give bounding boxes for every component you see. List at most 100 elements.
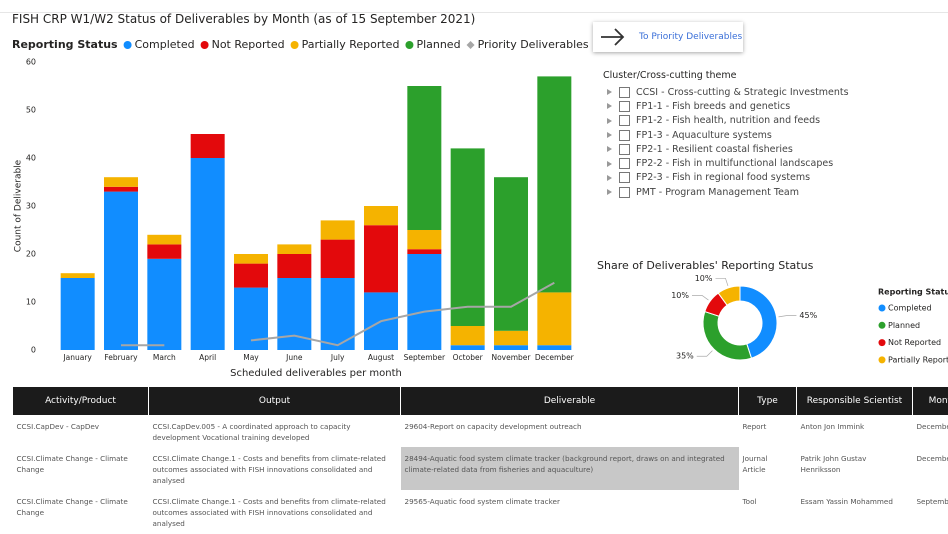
checkbox [619, 158, 630, 170]
expand-arrow [607, 146, 612, 153]
bar-segment [537, 345, 572, 350]
leader-line [778, 315, 797, 318]
bar-segment [450, 345, 485, 350]
checkbox [619, 100, 630, 112]
bar-segment [494, 177, 528, 331]
bar-segment [450, 148, 485, 326]
x-tick-label: May [243, 353, 259, 362]
bar-segment [147, 234, 182, 245]
legend-marker [466, 41, 475, 49]
table-cell: December [916, 422, 948, 431]
legend-label: Completed [888, 304, 932, 313]
bar-segment [320, 220, 355, 240]
expand-arrow [607, 103, 612, 110]
page-title: FISH CRP W1/W2 Status of Deliverables by… [12, 12, 476, 26]
column-header: Deliverable [400, 387, 739, 415]
legend-label: Planned [416, 38, 460, 51]
slicer-item[interactable]: FP2-2 - Fish in multifunctional landscap… [603, 156, 849, 170]
slicer-label: FP2-1 - Resilient coastal fisheries [636, 143, 793, 155]
slicer-label: FP2-3 - Fish in regional food systems [636, 172, 811, 184]
bar-segment [364, 206, 398, 226]
checkbox [619, 186, 630, 198]
legend-marker [405, 41, 414, 49]
legend-label: Not Reported [888, 338, 941, 347]
y-tick-label: 40 [26, 154, 36, 163]
slicer-item[interactable]: CCSI - Cross-cutting & Strategic Investm… [603, 85, 849, 99]
checkbox [619, 86, 630, 98]
x-tick-label: December [535, 353, 575, 362]
x-tick-label: October [453, 353, 484, 362]
table-cell: CCSI.Climate Change.1 - Costs and benefi… [152, 454, 386, 485]
data-label: 35% [676, 352, 694, 361]
table-cell: CCSI.CapDev - CapDev [16, 422, 100, 431]
bar-segment [364, 225, 398, 293]
slicer-label: FP1-3 - Aquaculture systems [636, 129, 772, 141]
bar-segment [60, 278, 95, 350]
slicer-item[interactable]: FP1-3 - Aquaculture systems [603, 128, 849, 142]
nav-button[interactable]: To Priority Deliverables [593, 22, 743, 52]
slicer-item[interactable]: FP2-1 - Resilient coastal fisheries [603, 142, 849, 156]
column-header: Type [738, 387, 797, 415]
arrow-icon [601, 28, 625, 46]
bar-segment [277, 244, 312, 254]
y-axis-title: Count of Deliverable [14, 159, 24, 252]
table-cell: CCSI.Climate Change - Climate Change [16, 454, 128, 474]
bar-segment [147, 244, 182, 259]
bar-segment [147, 258, 182, 350]
bar-segment [537, 76, 572, 293]
expand-arrow [607, 174, 612, 181]
leader-line [691, 295, 709, 301]
bar-segment [190, 134, 225, 158]
y-tick-label: 50 [26, 106, 36, 115]
table-cell: Patrik John Gustav Henriksson [800, 454, 867, 474]
legend-marker [123, 41, 132, 49]
x-axis-title: Scheduled deliverables per month [230, 368, 402, 379]
bar-segment [277, 254, 312, 278]
slicer-label: PMT - Program Management Team [636, 186, 800, 198]
x-tick-label: June [285, 353, 303, 362]
slicer-label: FP2-2 - Fish in multifunctional landscap… [636, 158, 834, 170]
legend-marker [878, 339, 886, 347]
table-cell: Tool [742, 497, 757, 506]
y-tick-label: 60 [26, 58, 36, 67]
y-tick-label: 30 [26, 202, 36, 211]
table-cell: Report [742, 422, 767, 431]
table-cell: Anton Jon Immink [800, 422, 865, 431]
y-tick-label: 20 [26, 250, 36, 259]
divider [0, 12, 948, 13]
slicer-label: FP1-2 - Fish health, nutrition and feeds [636, 115, 821, 127]
x-tick-label: September [404, 353, 446, 362]
data-label: 10% [695, 274, 713, 283]
slicer-item[interactable]: FP1-1 - Fish breeds and genetics [603, 99, 849, 113]
table-cell: Journal Article [742, 454, 768, 474]
donut-slice [717, 285, 741, 306]
table-row: CCSI.Climate Change - Climate Change CCSI… [13, 447, 948, 490]
bar-segment [104, 191, 138, 350]
checkbox [619, 172, 630, 184]
legend-label: Priority Deliverables (Sept) [478, 38, 626, 51]
legend-title: Reporting Status [12, 38, 118, 51]
data-label: 10% [671, 291, 689, 300]
legend-marker [290, 41, 299, 49]
header-row: Activity/Product Output Deliverable Type Res… [12, 387, 948, 415]
legend-marker [878, 304, 886, 312]
column-header: Responsible Scientist [796, 387, 913, 415]
table-cell: CCSI.CapDev.005 - A coordinated approach… [152, 422, 351, 442]
y-tick-label: 0 [31, 346, 36, 355]
bar-segment [494, 345, 528, 350]
table-cell: 29604-Report on capacity development out… [404, 422, 582, 431]
legend-marker [878, 356, 886, 364]
slicer-item[interactable]: PMT - Program Management Team [603, 185, 849, 199]
bar-segment [104, 186, 138, 192]
table-cell: 28494-Aquatic food system climate tracke… [400, 447, 739, 490]
bar-segment [234, 287, 268, 350]
slicer-item[interactable]: FP1-2 - Fish health, nutrition and feeds [603, 114, 849, 128]
expand-arrow [607, 160, 612, 167]
table-cell: Essam Yassin Mohammed [800, 497, 893, 506]
expand-arrow [607, 189, 612, 196]
x-tick-label: January [62, 353, 92, 362]
button-label[interactable]: To Priority Deliverables [639, 32, 743, 42]
slicer-item[interactable]: FP2-3 - Fish in regional food systems [603, 171, 849, 185]
x-tick-label: March [153, 353, 176, 362]
